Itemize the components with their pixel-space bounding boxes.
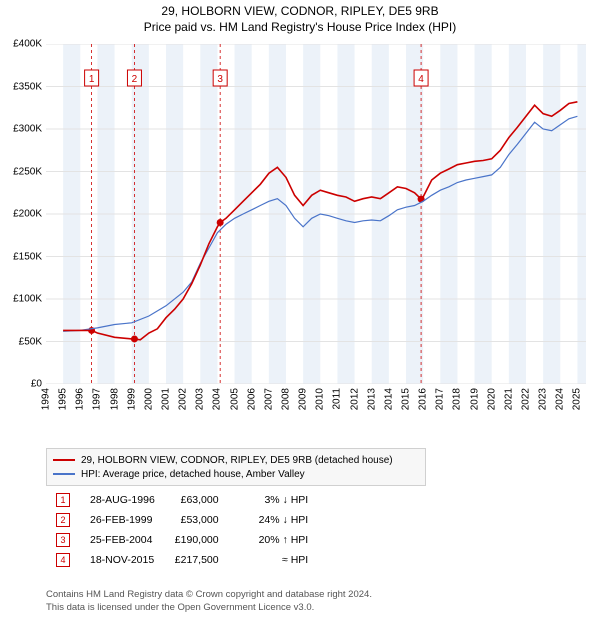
y-tick-label: £250K (13, 166, 42, 177)
sale-date: 28-AUG-1996 (80, 490, 165, 510)
y-tick-label: £50K (19, 336, 42, 347)
x-tick-label: 2000 (143, 388, 154, 410)
legend-label: HPI: Average price, detached house, Ambe… (81, 469, 305, 480)
x-tick-label: 2015 (401, 388, 412, 410)
x-tick-label: 2021 (503, 388, 514, 410)
x-tick-label: 1997 (92, 388, 103, 410)
x-tick-label: 2005 (229, 388, 240, 410)
sale-hpi: ≈ HPI (229, 550, 319, 570)
sale-hpi: 20% ↑ HPI (229, 530, 319, 550)
sale-row: 2 26-FEB-1999£53,00024% ↓ HPI (46, 510, 318, 530)
legend-row: HPI: Average price, detached house, Ambe… (53, 467, 419, 481)
x-tick-label: 2004 (212, 388, 223, 410)
x-tick-label: 2024 (555, 388, 566, 410)
y-axis-labels: £0£50K£100K£150K£200K£250K£300K£350K£400… (2, 44, 44, 384)
x-tick-label: 2022 (521, 388, 532, 410)
svg-text:2: 2 (132, 74, 138, 85)
x-tick-label: 2014 (383, 388, 394, 410)
x-tick-label: 2025 (572, 388, 583, 410)
x-tick-label: 2001 (161, 388, 172, 410)
x-tick-label: 2007 (263, 388, 274, 410)
x-tick-label: 2023 (538, 388, 549, 410)
sale-marker: 1 (56, 493, 70, 507)
sale-price: £217,500 (165, 550, 229, 570)
sale-price: £190,000 (165, 530, 229, 550)
sale-row: 4 18-NOV-2015£217,500≈ HPI (46, 550, 318, 570)
chart-title-block: 29, HOLBORN VIEW, CODNOR, RIPLEY, DE5 9R… (0, 0, 600, 34)
x-tick-label: 1998 (109, 388, 120, 410)
y-tick-label: £300K (13, 124, 42, 135)
sale-date: 25-FEB-2004 (80, 530, 165, 550)
x-tick-label: 2013 (366, 388, 377, 410)
sale-hpi: 24% ↓ HPI (229, 510, 319, 530)
legend-swatch (53, 459, 75, 461)
x-tick-label: 2018 (452, 388, 463, 410)
sale-marker: 4 (56, 553, 70, 567)
x-tick-label: 2009 (298, 388, 309, 410)
title-address: 29, HOLBORN VIEW, CODNOR, RIPLEY, DE5 9R… (0, 4, 600, 18)
x-tick-label: 1995 (58, 388, 69, 410)
x-tick-label: 2016 (418, 388, 429, 410)
x-tick-label: 2010 (315, 388, 326, 410)
sale-hpi: 3% ↓ HPI (229, 490, 319, 510)
footer-line: This data is licensed under the Open Gov… (46, 602, 372, 614)
x-tick-label: 2002 (178, 388, 189, 410)
x-tick-label: 2012 (349, 388, 360, 410)
sale-price: £53,000 (165, 510, 229, 530)
sale-marker: 2 (56, 513, 70, 527)
x-tick-label: 2017 (435, 388, 446, 410)
sale-marker: 3 (56, 533, 70, 547)
x-tick-label: 2006 (246, 388, 257, 410)
sales-table: 1 28-AUG-1996£63,0003% ↓ HPI 2 26-FEB-1999£… (46, 490, 318, 570)
y-tick-label: £400K (13, 39, 42, 50)
chart-svg: 1 2 3 4 (46, 44, 586, 384)
x-tick-label: 2003 (195, 388, 206, 410)
legend-label: 29, HOLBORN VIEW, CODNOR, RIPLEY, DE5 9R… (81, 455, 393, 466)
x-axis-labels: 1994199519961997199819992000200120022003… (46, 386, 586, 416)
sale-row: 3 25-FEB-2004£190,00020% ↑ HPI (46, 530, 318, 550)
y-tick-label: £100K (13, 294, 42, 305)
sale-date: 26-FEB-1999 (80, 510, 165, 530)
chart-area: £0£50K£100K£150K£200K£250K£300K£350K£400… (46, 44, 586, 414)
x-tick-label: 2019 (469, 388, 480, 410)
x-tick-label: 1994 (41, 388, 52, 410)
svg-text:3: 3 (217, 74, 223, 85)
legend-swatch (53, 473, 75, 475)
sale-price: £63,000 (165, 490, 229, 510)
title-subtitle: Price paid vs. HM Land Registry's House … (0, 20, 600, 34)
x-tick-label: 2008 (281, 388, 292, 410)
y-tick-label: £200K (13, 209, 42, 220)
sale-row: 1 28-AUG-1996£63,0003% ↓ HPI (46, 490, 318, 510)
footer: Contains HM Land Registry data © Crown c… (46, 589, 372, 614)
legend: 29, HOLBORN VIEW, CODNOR, RIPLEY, DE5 9R… (46, 448, 426, 486)
x-tick-label: 2011 (332, 388, 343, 410)
x-tick-label: 1999 (126, 388, 137, 410)
y-tick-label: £350K (13, 81, 42, 92)
x-tick-label: 2020 (486, 388, 497, 410)
svg-text:1: 1 (89, 74, 95, 85)
svg-text:4: 4 (418, 74, 424, 85)
y-tick-label: £150K (13, 251, 42, 262)
footer-line: Contains HM Land Registry data © Crown c… (46, 589, 372, 601)
legend-row: 29, HOLBORN VIEW, CODNOR, RIPLEY, DE5 9R… (53, 453, 419, 467)
x-tick-label: 1996 (75, 388, 86, 410)
sale-date: 18-NOV-2015 (80, 550, 165, 570)
